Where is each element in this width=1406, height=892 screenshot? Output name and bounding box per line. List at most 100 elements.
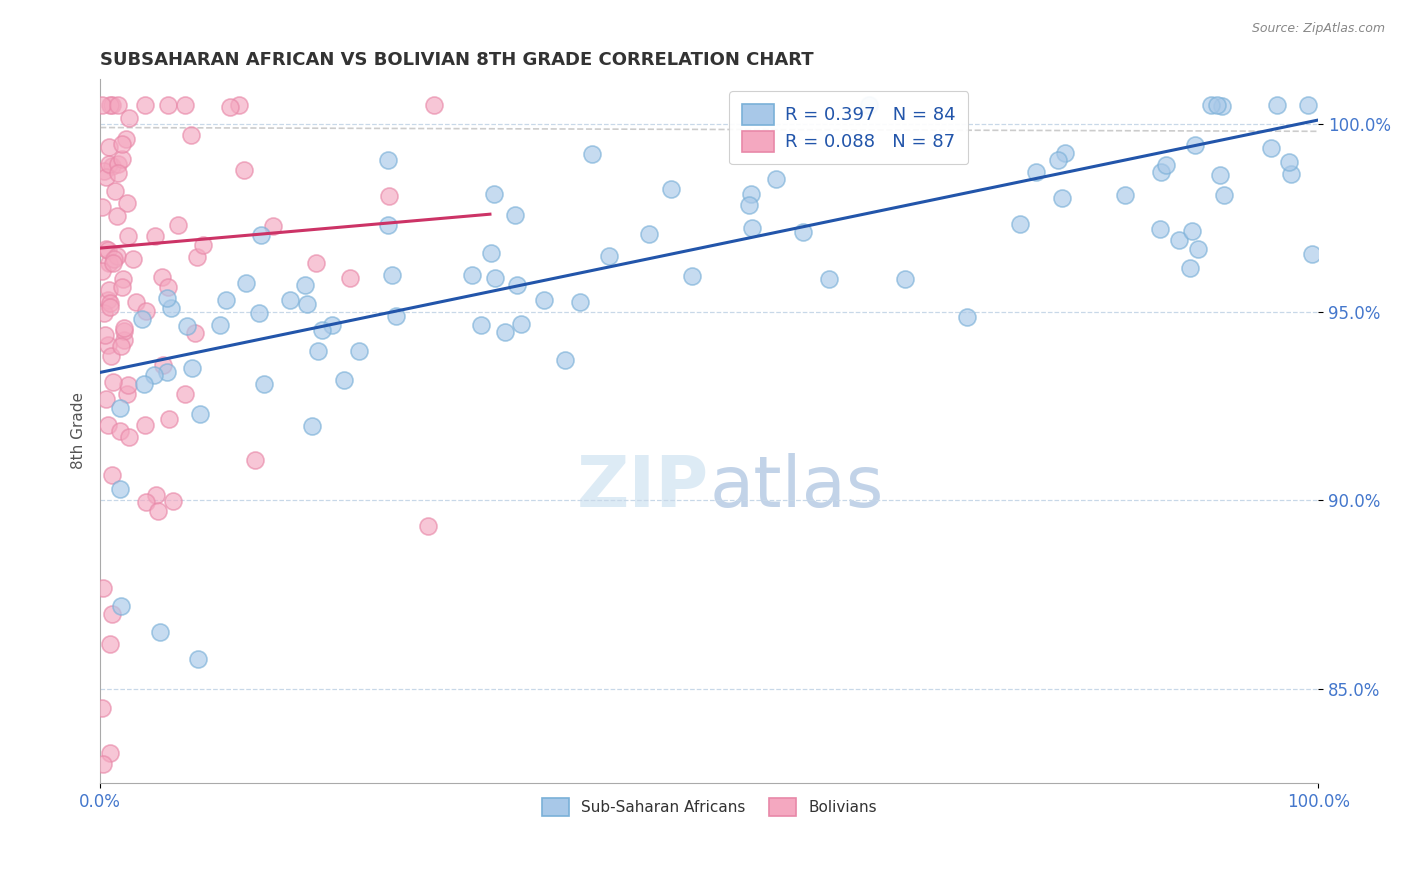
Point — [818, 272, 841, 286]
Point — [101, 98, 124, 112]
Point — [738, 198, 761, 212]
Point — [162, 494, 184, 508]
Point — [111, 272, 134, 286]
Point — [568, 295, 591, 310]
Point — [97, 283, 120, 297]
Point — [105, 209, 128, 223]
Point — [111, 153, 134, 167]
Point — [858, 98, 880, 112]
Point — [637, 227, 659, 242]
Point — [98, 256, 121, 270]
Point — [101, 468, 124, 483]
Point — [659, 182, 682, 196]
Point — [112, 321, 135, 335]
Point — [1279, 167, 1302, 181]
Point — [149, 625, 172, 640]
Point — [91, 98, 114, 112]
Point — [681, 269, 703, 284]
Point — [160, 301, 183, 315]
Point — [384, 310, 406, 324]
Point — [124, 294, 146, 309]
Point — [157, 279, 180, 293]
Point — [262, 219, 284, 233]
Point — [94, 242, 117, 256]
Point — [118, 430, 141, 444]
Point — [1181, 223, 1204, 237]
Point — [956, 310, 979, 324]
Point — [115, 132, 138, 146]
Point — [108, 424, 131, 438]
Point — [250, 228, 273, 243]
Point — [510, 317, 533, 331]
Point — [180, 360, 202, 375]
Point — [115, 387, 138, 401]
Point — [100, 607, 122, 621]
Point — [91, 700, 114, 714]
Point — [135, 495, 157, 509]
Point — [301, 419, 323, 434]
Point — [377, 218, 399, 232]
Point — [111, 137, 134, 152]
Point — [740, 187, 762, 202]
Point — [97, 338, 120, 352]
Point — [503, 208, 526, 222]
Point — [176, 319, 198, 334]
Point — [98, 296, 121, 310]
Point — [470, 318, 492, 332]
Point — [219, 100, 242, 114]
Point — [184, 326, 207, 341]
Point — [117, 228, 139, 243]
Point — [235, 276, 257, 290]
Point — [107, 157, 129, 171]
Point — [97, 157, 120, 171]
Point — [1114, 188, 1136, 202]
Point — [112, 334, 135, 348]
Point — [110, 338, 132, 352]
Point — [1265, 98, 1288, 112]
Point — [111, 279, 134, 293]
Point — [1209, 168, 1232, 182]
Point — [187, 651, 209, 665]
Point — [96, 392, 118, 407]
Point — [191, 237, 214, 252]
Point — [1180, 261, 1202, 276]
Point — [90, 200, 112, 214]
Point — [157, 412, 180, 426]
Point — [98, 746, 121, 760]
Point — [117, 112, 139, 126]
Point — [253, 377, 276, 392]
Point — [143, 368, 166, 382]
Point — [180, 128, 202, 142]
Point — [96, 169, 118, 184]
Point — [422, 98, 444, 112]
Point — [135, 304, 157, 318]
Point — [107, 98, 129, 112]
Point — [93, 164, 115, 178]
Point — [741, 221, 763, 235]
Point — [1301, 246, 1323, 260]
Point — [1184, 137, 1206, 152]
Point — [103, 252, 125, 267]
Point — [112, 324, 135, 338]
Point — [347, 343, 370, 358]
Point — [1211, 99, 1233, 113]
Point — [145, 487, 167, 501]
Point — [110, 599, 132, 613]
Point — [97, 293, 120, 307]
Point — [1213, 188, 1236, 202]
Point — [1187, 242, 1209, 256]
Point — [1149, 165, 1171, 179]
Point — [107, 165, 129, 179]
Point — [98, 98, 121, 112]
Point — [91, 581, 114, 595]
Point — [215, 293, 238, 308]
Point — [117, 378, 139, 392]
Point — [1008, 217, 1031, 231]
Point — [98, 301, 121, 315]
Point — [93, 306, 115, 320]
Text: Source: ZipAtlas.com: Source: ZipAtlas.com — [1251, 22, 1385, 36]
Point — [1201, 98, 1223, 112]
Point — [377, 153, 399, 167]
Point — [378, 189, 401, 203]
Point — [156, 365, 179, 379]
